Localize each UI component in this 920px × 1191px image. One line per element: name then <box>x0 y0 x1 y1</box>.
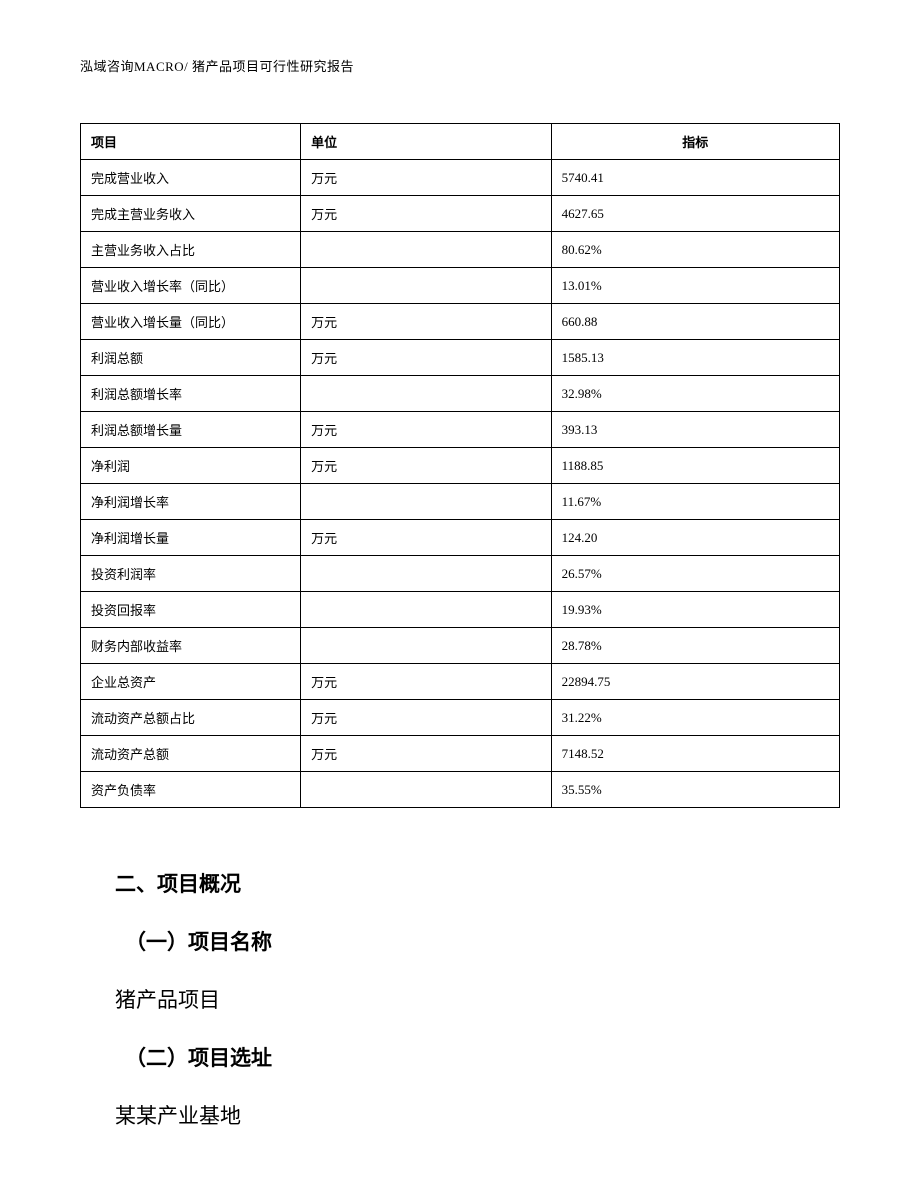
table-row: 利润总额增长率 32.98% <box>81 376 840 412</box>
page-header: 泓域咨询MACRO/ 猪产品项目可行性研究报告 <box>80 56 840 75</box>
table-cell: 营业收入增长率（同比） <box>81 268 301 304</box>
header-text: 泓域咨询MACRO/ 猪产品项目可行性研究报告 <box>80 59 354 74</box>
table-row: 投资利润率 26.57% <box>81 556 840 592</box>
table-cell: 28.78% <box>551 628 839 664</box>
subsection-1-heading: （一）项目名称 <box>115 926 840 956</box>
table-cell <box>301 268 551 304</box>
table-cell: 22894.75 <box>551 664 839 700</box>
table-cell: 主营业务收入占比 <box>81 232 301 268</box>
table-cell: 利润总额增长量 <box>81 412 301 448</box>
table-cell: 13.01% <box>551 268 839 304</box>
table-row: 财务内部收益率 28.78% <box>81 628 840 664</box>
table-cell: 1585.13 <box>551 340 839 376</box>
table-row: 净利润增长量万元124.20 <box>81 520 840 556</box>
table-cell: 7148.52 <box>551 736 839 772</box>
table-cell: 393.13 <box>551 412 839 448</box>
table-cell: 124.20 <box>551 520 839 556</box>
table-cell: 19.93% <box>551 592 839 628</box>
table-row: 净利润增长率 11.67% <box>81 484 840 520</box>
table-cell: 投资回报率 <box>81 592 301 628</box>
table-cell <box>301 592 551 628</box>
table-header-row: 项目 单位 指标 <box>81 124 840 160</box>
table-cell: 万元 <box>301 520 551 556</box>
table-cell: 净利润增长率 <box>81 484 301 520</box>
subsection-1-text: 猪产品项目 <box>115 984 840 1014</box>
table-cell: 35.55% <box>551 772 839 808</box>
table-cell: 万元 <box>301 160 551 196</box>
table-cell: 营业收入增长量（同比） <box>81 304 301 340</box>
table-cell: 净利润 <box>81 448 301 484</box>
table-cell: 财务内部收益率 <box>81 628 301 664</box>
table-cell: 利润总额增长率 <box>81 376 301 412</box>
table-cell <box>301 484 551 520</box>
table-cell: 万元 <box>301 412 551 448</box>
table-cell: 资产负债率 <box>81 772 301 808</box>
table-row: 利润总额万元1585.13 <box>81 340 840 376</box>
table-cell: 万元 <box>301 736 551 772</box>
table-cell <box>301 772 551 808</box>
table-cell: 完成主营业务收入 <box>81 196 301 232</box>
table-row: 净利润万元1188.85 <box>81 448 840 484</box>
table-row: 投资回报率 19.93% <box>81 592 840 628</box>
table-cell: 万元 <box>301 700 551 736</box>
table-cell: 80.62% <box>551 232 839 268</box>
table-row: 企业总资产万元22894.75 <box>81 664 840 700</box>
table-row: 流动资产总额占比万元31.22% <box>81 700 840 736</box>
table-cell: 31.22% <box>551 700 839 736</box>
table-cell: 11.67% <box>551 484 839 520</box>
table-row: 完成主营业务收入万元4627.65 <box>81 196 840 232</box>
column-header-unit: 单位 <box>301 124 551 160</box>
financial-indicators-table: 项目 单位 指标 完成营业收入万元5740.41完成主营业务收入万元4627.6… <box>80 123 840 808</box>
table-cell: 净利润增长量 <box>81 520 301 556</box>
table-cell: 流动资产总额占比 <box>81 700 301 736</box>
table-cell: 企业总资产 <box>81 664 301 700</box>
table-row: 流动资产总额万元7148.52 <box>81 736 840 772</box>
table-cell: 万元 <box>301 448 551 484</box>
table-cell: 1188.85 <box>551 448 839 484</box>
table-cell: 万元 <box>301 340 551 376</box>
table-cell: 利润总额 <box>81 340 301 376</box>
table-cell: 完成营业收入 <box>81 160 301 196</box>
table-cell: 投资利润率 <box>81 556 301 592</box>
table-cell: 万元 <box>301 196 551 232</box>
table-row: 主营业务收入占比 80.62% <box>81 232 840 268</box>
table-cell: 万元 <box>301 664 551 700</box>
table-cell: 5740.41 <box>551 160 839 196</box>
column-header-indicator: 指标 <box>551 124 839 160</box>
document-body: 二、项目概况 （一）项目名称 猪产品项目 （二）项目选址 某某产业基地 <box>80 868 840 1130</box>
table-cell: 660.88 <box>551 304 839 340</box>
table-cell <box>301 556 551 592</box>
table-row: 营业收入增长率（同比） 13.01% <box>81 268 840 304</box>
table-body: 完成营业收入万元5740.41完成主营业务收入万元4627.65主营业务收入占比… <box>81 160 840 808</box>
table-row: 资产负债率 35.55% <box>81 772 840 808</box>
column-header-item: 项目 <box>81 124 301 160</box>
table-cell: 流动资产总额 <box>81 736 301 772</box>
table-row: 完成营业收入万元5740.41 <box>81 160 840 196</box>
table-row: 利润总额增长量万元393.13 <box>81 412 840 448</box>
subsection-2-text: 某某产业基地 <box>115 1100 840 1130</box>
subsection-2-heading: （二）项目选址 <box>115 1042 840 1072</box>
table-cell <box>301 376 551 412</box>
table-cell: 26.57% <box>551 556 839 592</box>
table-cell: 4627.65 <box>551 196 839 232</box>
section-heading: 二、项目概况 <box>115 868 840 898</box>
table-cell: 32.98% <box>551 376 839 412</box>
table-row: 营业收入增长量（同比）万元660.88 <box>81 304 840 340</box>
table-cell <box>301 628 551 664</box>
table-cell: 万元 <box>301 304 551 340</box>
table-cell <box>301 232 551 268</box>
